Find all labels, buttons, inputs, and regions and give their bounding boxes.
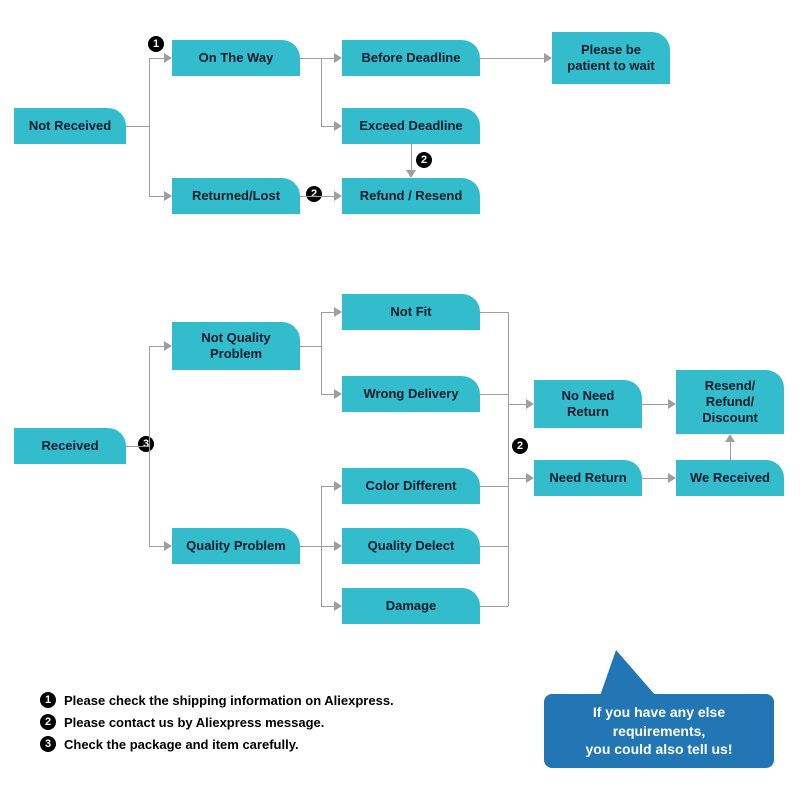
node-quality: Quality Problem	[172, 528, 300, 564]
footnote-3: 3 Check the package and item carefully.	[40, 736, 394, 752]
footnote-2: 2 Please contact us by Aliexpress message…	[40, 714, 394, 730]
node-no-need-return: No Need Return	[534, 380, 642, 428]
footnote-badge-2: 2	[40, 714, 56, 730]
speech-bubble: If you have any else requirements, you c…	[544, 694, 774, 768]
footnote-badge-1: 1	[40, 692, 56, 708]
node-wrong-delivery: Wrong Delivery	[342, 376, 480, 412]
badge-2c: 2	[512, 438, 528, 454]
node-before-deadline: Before Deadline	[342, 40, 480, 76]
footnote-badge-3: 3	[40, 736, 56, 752]
node-quality-defect: Quality Delect	[342, 528, 480, 564]
node-refund-resend: Refund / Resend	[342, 178, 480, 214]
badge-1: 1	[148, 36, 164, 52]
node-we-received: We Received	[676, 460, 784, 496]
node-resend-refund: Resend/ Refund/ Discount	[676, 370, 784, 434]
node-color-diff: Color Different	[342, 468, 480, 504]
node-exceed-deadline: Exceed Deadline	[342, 108, 480, 144]
node-received: Received	[14, 428, 126, 464]
node-not-fit: Not Fit	[342, 294, 480, 330]
speech-tail-icon	[600, 650, 656, 696]
footnote-1: 1 Please check the shipping information o…	[40, 692, 394, 708]
footnote-text-2: Please contact us by Aliexpress message.	[64, 715, 324, 730]
badge-3: 3	[138, 436, 154, 452]
badge-2a: 2	[306, 186, 322, 202]
node-damage: Damage	[342, 588, 480, 624]
node-need-return: Need Return	[534, 460, 642, 496]
node-please-wait: Please be patient to wait	[552, 32, 670, 84]
footnote-text-1: Please check the shipping information on…	[64, 693, 394, 708]
node-not-received: Not Received	[14, 108, 126, 144]
node-not-quality: Not Quality Problem	[172, 322, 300, 370]
badge-2b: 2	[416, 152, 432, 168]
footnote-text-3: Check the package and item carefully.	[64, 737, 299, 752]
node-returned-lost: Returned/Lost	[172, 178, 300, 214]
footnotes: 1 Please check the shipping information o…	[40, 686, 394, 758]
node-on-the-way: On The Way	[172, 40, 300, 76]
